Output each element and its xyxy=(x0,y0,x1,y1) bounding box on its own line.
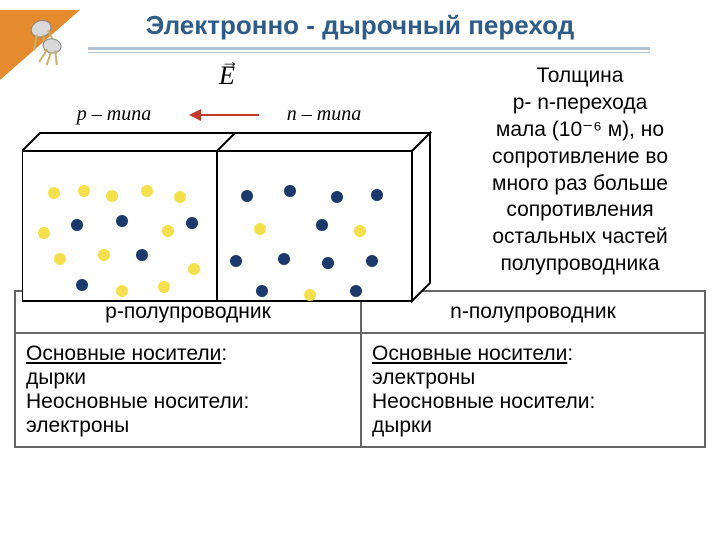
table-cell-n: Основные носители: электроны Неосновные … xyxy=(360,334,704,446)
p-main-label: Основные носители xyxy=(26,342,221,365)
carriers-table: p-полупроводник n-полупроводник Основные… xyxy=(14,290,706,448)
p-type-label: p – типа xyxy=(14,103,214,126)
table-cell-p: Основные носители: дырки Неосновные носи… xyxy=(16,334,360,446)
p-minor-value: электроны xyxy=(26,414,129,437)
n-minor-label: Неосновные носители: xyxy=(372,390,595,413)
field-arrow-icon xyxy=(189,111,259,119)
p-minor-label: Неосновные носители: xyxy=(26,390,249,413)
description-text: Толщинаp- n-переходамала (10⁻⁶ м), носоп… xyxy=(444,61,704,278)
n-minor-value: дырки xyxy=(372,414,432,437)
junction-box-svg xyxy=(22,131,432,311)
page-title: Электронно - дырочный переход xyxy=(0,10,720,47)
n-main-label: Основные носители xyxy=(372,342,567,365)
e-field-symbol: E xyxy=(219,61,235,91)
pn-junction-diagram: → E p – типа n – типа xyxy=(14,61,444,278)
title-underline xyxy=(88,47,650,53)
n-main-value: электроны xyxy=(372,366,475,389)
p-main-value: дырки xyxy=(26,366,86,389)
